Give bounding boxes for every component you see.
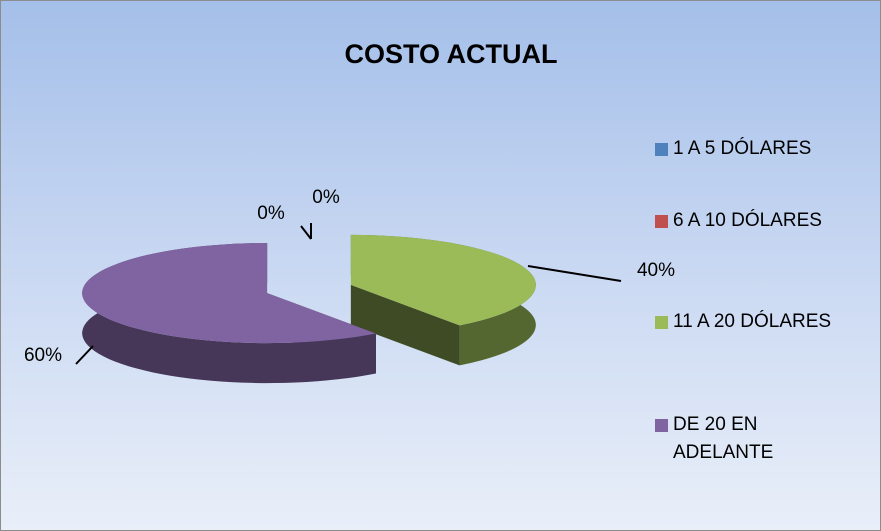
- pie-slice: [350, 234, 536, 326]
- chart-title: COSTO ACTUAL: [345, 39, 558, 69]
- legend-swatch: [655, 215, 668, 228]
- leader-line: [75, 345, 94, 365]
- legend-swatch: [655, 316, 668, 329]
- data-label: 0%: [312, 187, 340, 208]
- data-label: 40%: [637, 260, 675, 281]
- data-label: 0%: [257, 203, 285, 224]
- legend-label: 1 A 5 DÓLARES: [673, 138, 812, 159]
- leader-line: [300, 225, 312, 240]
- legend-item: 11 A 20 DÓLARES: [655, 308, 853, 336]
- legend-swatch: [655, 419, 668, 432]
- legend-label: 6 A 10 DÓLARES: [673, 210, 822, 231]
- leader-line: [527, 265, 622, 282]
- legend-item: DE 20 EN ADELANTE: [655, 411, 853, 467]
- legend-item: 1 A 5 DÓLARES: [655, 135, 853, 163]
- pie-slice: [82, 243, 376, 344]
- slice-side: [350, 284, 460, 366]
- data-label: 60%: [24, 345, 62, 366]
- legend-label: DE 20 EN ADELANTE: [673, 414, 774, 463]
- legend-label: 11 A 20 DÓLARES: [673, 311, 832, 332]
- legend-item: 6 A 10 DÓLARES: [655, 207, 853, 235]
- legend-swatch: [655, 143, 668, 156]
